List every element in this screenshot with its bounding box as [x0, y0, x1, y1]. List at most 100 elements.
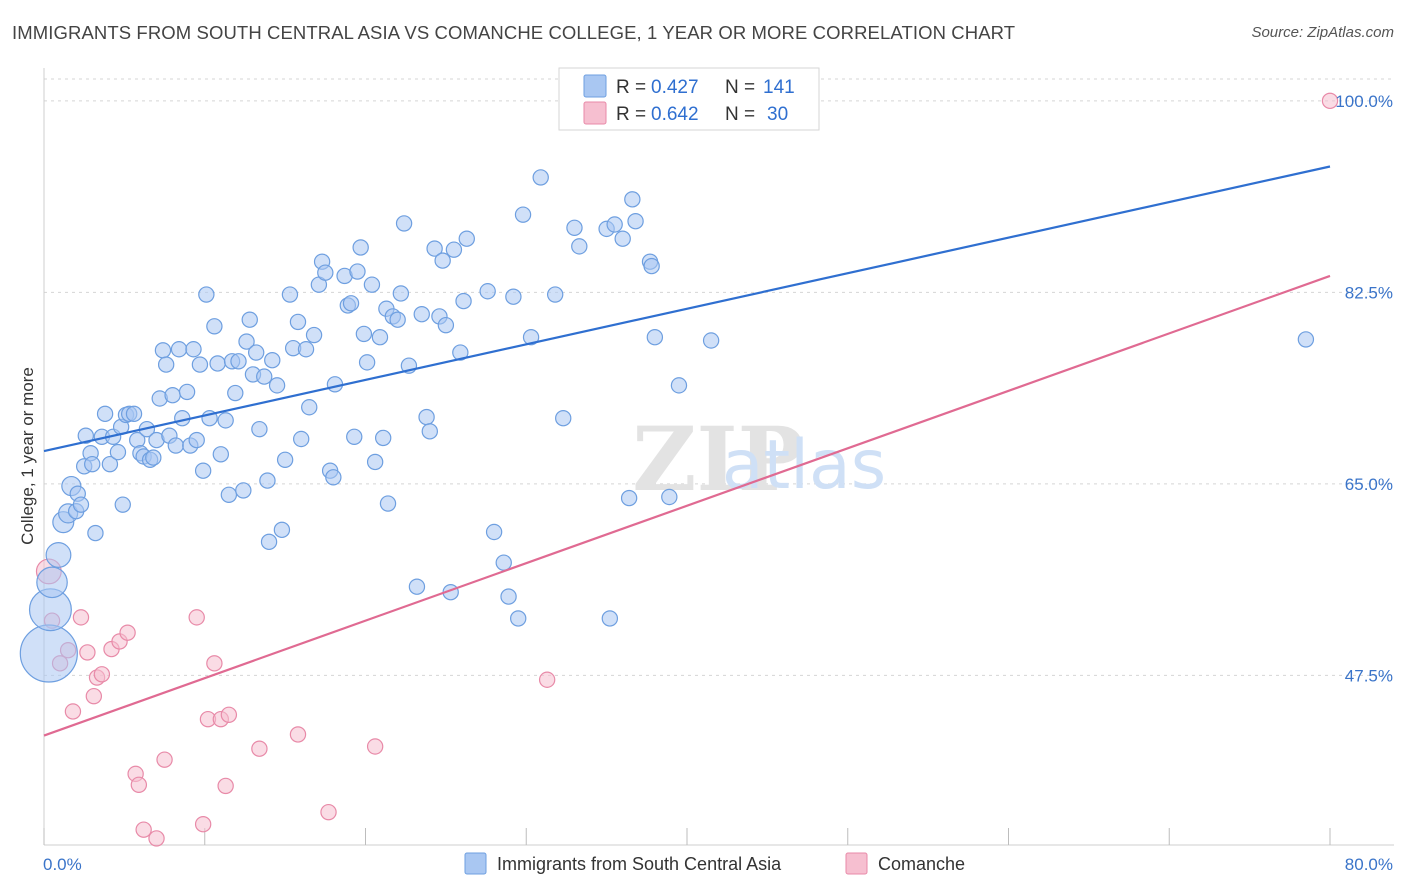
- data-point: [355, 325, 373, 343]
- data-point: [227, 384, 244, 402]
- legend-r-label-blue: R =: [616, 77, 651, 98]
- legend-n-label-blue: N =: [725, 77, 755, 98]
- bottom-legend: Immigrants from South Central Asia Coman…: [464, 852, 965, 875]
- data-point: [358, 354, 376, 371]
- data-point: [206, 655, 223, 672]
- data-point: [437, 316, 455, 334]
- data-point: [366, 453, 384, 471]
- data-point: [247, 344, 265, 361]
- data-point: [379, 495, 397, 512]
- legend-n-value-blue: 141: [763, 77, 795, 98]
- data-point: [538, 671, 556, 688]
- data-point: [130, 776, 148, 794]
- data-point: [510, 610, 527, 627]
- data-point: [191, 356, 209, 373]
- y-tick-label: 47.5%: [1345, 666, 1393, 685]
- data-point: [36, 566, 68, 599]
- data-point: [620, 489, 638, 507]
- data-point: [485, 523, 503, 541]
- data-point: [421, 423, 438, 440]
- data-point: [395, 215, 413, 232]
- data-point: [220, 486, 238, 504]
- data-point: [614, 230, 631, 247]
- data-point: [702, 332, 720, 349]
- data-point: [452, 344, 469, 361]
- data-point: [64, 703, 82, 720]
- data-point: [148, 830, 165, 847]
- data-point: [371, 329, 389, 346]
- data-point: [479, 283, 496, 300]
- data-point: [230, 353, 247, 370]
- data-point: [413, 306, 430, 323]
- data-point: [109, 443, 127, 461]
- y-tick-labels: 47.5% 65.0% 82.5% 100.0%: [1335, 92, 1393, 686]
- data-point: [72, 496, 90, 513]
- data-point: [325, 469, 342, 486]
- data-point: [72, 609, 90, 626]
- data-point: [342, 295, 360, 312]
- data-point: [297, 341, 315, 358]
- data-point: [96, 405, 114, 423]
- data-point: [251, 740, 268, 757]
- data-point: [289, 726, 307, 743]
- data-point: [268, 377, 286, 394]
- data-point: [363, 276, 381, 293]
- bottom-legend-label-blue: Immigrants from South Central Asia: [497, 854, 782, 874]
- data-point: [87, 524, 104, 542]
- data-point: [389, 311, 406, 328]
- trend-line-immigrants: [43, 165, 1331, 453]
- data-point: [1321, 92, 1339, 110]
- data-point: [264, 351, 281, 369]
- legend-r-value-blue: 0.427: [651, 77, 699, 98]
- data-point: [185, 341, 202, 358]
- data-point: [532, 169, 549, 186]
- data-point: [217, 777, 234, 795]
- data-point: [301, 399, 318, 416]
- data-point: [241, 311, 258, 328]
- data-point: [281, 286, 299, 303]
- data-point: [445, 241, 463, 258]
- trend-lines: [43, 165, 1331, 737]
- data-point: [500, 588, 517, 605]
- data-point: [408, 578, 426, 595]
- data-point: [276, 451, 294, 468]
- data-point: [505, 288, 522, 305]
- data-point: [19, 624, 78, 683]
- data-point: [458, 230, 475, 247]
- bottom-legend-swatch-pink: [845, 852, 868, 875]
- data-point: [366, 738, 384, 755]
- data-point: [135, 821, 152, 838]
- watermark-atlas: atlas: [722, 426, 886, 505]
- bottom-legend-label-pink: Comanche: [878, 854, 965, 874]
- data-point: [188, 609, 205, 626]
- data-point: [418, 408, 435, 426]
- y-tick-label: 65.0%: [1345, 475, 1393, 494]
- immigrants-points: [19, 169, 1315, 683]
- data-point: [627, 213, 644, 230]
- legend-n-value-pink: 30: [767, 104, 788, 125]
- data-point: [624, 191, 641, 208]
- y-tick-label: 82.5%: [1345, 283, 1393, 302]
- y-tick-label: 100.0%: [1335, 92, 1393, 111]
- data-point: [167, 437, 185, 454]
- data-point: [125, 405, 143, 423]
- x-tick-label-min: 0.0%: [43, 855, 82, 874]
- trend-line-comanche: [43, 274, 1331, 737]
- data-point: [217, 412, 234, 429]
- data-point: [289, 313, 307, 331]
- data-point: [601, 610, 619, 627]
- legend-swatch-blue: [583, 74, 607, 98]
- data-point: [661, 488, 678, 506]
- legend-swatch-pink: [583, 101, 607, 125]
- data-point: [84, 455, 101, 473]
- data-point: [157, 356, 175, 373]
- data-point: [260, 533, 278, 551]
- data-point: [178, 383, 196, 401]
- data-point: [317, 264, 334, 281]
- data-point: [495, 554, 512, 571]
- data-point: [555, 409, 572, 427]
- data-point: [349, 263, 366, 280]
- data-point: [154, 342, 172, 359]
- legend-r-value-pink: 0.642: [651, 104, 699, 125]
